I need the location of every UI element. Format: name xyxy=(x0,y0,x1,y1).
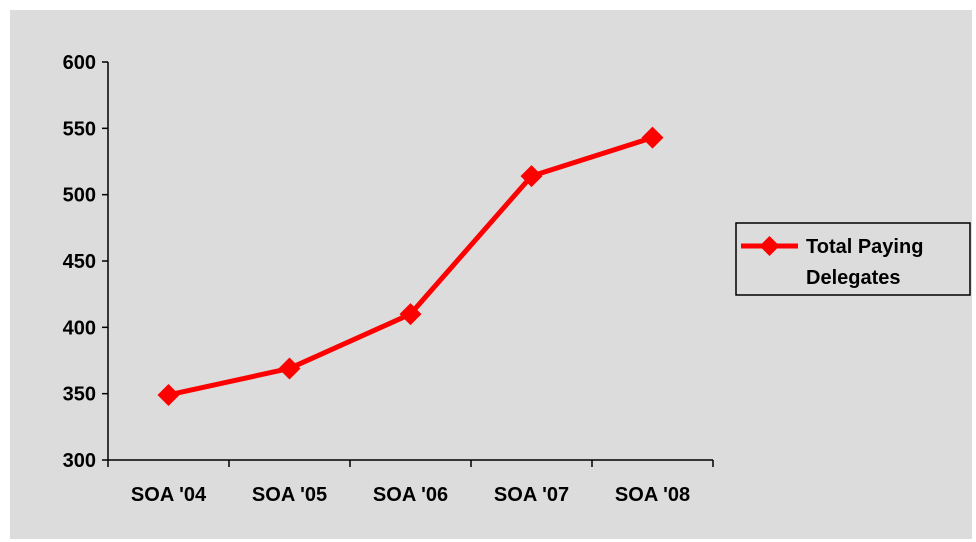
x-tick-label: SOA '05 xyxy=(252,484,327,506)
y-axis-ticks: 300 350 400 450 500 550 600 xyxy=(63,52,108,472)
x-axis-ticks: SOA '04 SOA '05 SOA '06 SOA '07 SOA '08 xyxy=(107,460,714,506)
x-tick-label: SOA '07 xyxy=(494,484,569,506)
y-tick-label: 600 xyxy=(63,52,96,74)
x-tick-label: SOA '08 xyxy=(615,484,690,506)
legend-label-line-2: Delegates xyxy=(806,267,901,289)
legend-marker-swatch xyxy=(759,236,780,256)
y-tick-label: 500 xyxy=(63,185,96,207)
series-line xyxy=(167,135,654,398)
x-tick-label: SOA '04 xyxy=(131,484,207,506)
chart-axes xyxy=(107,62,713,461)
legend-box xyxy=(735,222,971,296)
y-tick-label: 350 xyxy=(63,384,96,406)
data-point-marker xyxy=(399,303,422,326)
data-point-marker xyxy=(278,357,301,380)
series-layer xyxy=(157,126,664,406)
y-tick-label: 400 xyxy=(63,317,96,339)
data-point-marker xyxy=(641,126,664,149)
legend-label-line-1: Total Paying xyxy=(806,236,923,258)
y-tick-label: 300 xyxy=(63,450,96,472)
legend: Total Paying Delegates xyxy=(735,222,971,296)
data-point-marker xyxy=(520,165,543,188)
y-tick-label: 450 xyxy=(63,251,96,273)
y-tick-label: 550 xyxy=(63,118,96,140)
data-point-marker xyxy=(157,383,180,406)
x-tick-label: SOA '06 xyxy=(373,484,448,506)
